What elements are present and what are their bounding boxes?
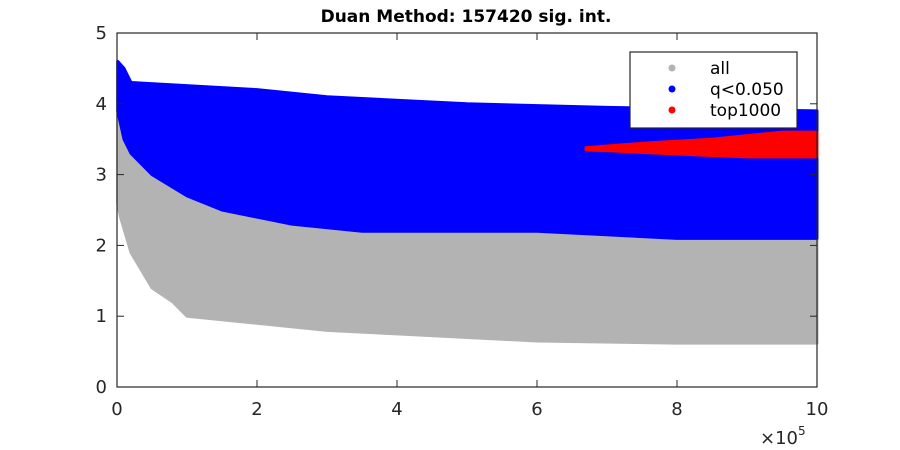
x-axis: 0 2 4 6 8 10: [111, 33, 828, 420]
x-tick-label: 0: [111, 399, 122, 420]
y-tick-label: 4: [96, 94, 107, 115]
legend-marker-1: [668, 85, 676, 93]
y-tick-label: 1: [96, 306, 107, 327]
series-cloud-1: [116, 59, 819, 240]
x-tick-label: 4: [391, 399, 402, 420]
y-tick-label: 3: [96, 165, 107, 186]
x-tick-label: 10: [806, 399, 829, 420]
x-tick-label: 6: [531, 399, 542, 420]
x-tick-label: 8: [671, 399, 682, 420]
legend-label-2: top1000: [710, 101, 781, 121]
y-tick-label: 2: [96, 235, 107, 256]
legend-box: [629, 51, 798, 129]
y-tick-label: 5: [96, 23, 107, 44]
axes-frame: [116, 32, 818, 388]
y-tick-label: 0: [96, 377, 107, 398]
x-axis-multiplier: ×105: [760, 424, 806, 449]
y-axis: 0 1 2 3 4 5: [96, 23, 817, 398]
plot-area: [116, 59, 819, 345]
chart-title: Duan Method: 157420 sig. int.: [321, 7, 612, 27]
x-tick-label: 2: [251, 399, 262, 420]
legend-marker-2: [668, 106, 676, 114]
legend-label-0: all: [710, 59, 730, 79]
legend-label-1: q<0.050: [710, 80, 784, 100]
legend-marker-0: [668, 64, 676, 72]
